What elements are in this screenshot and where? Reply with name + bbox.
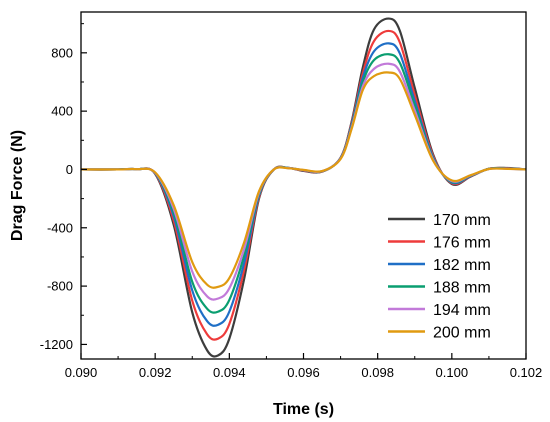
y-tick-label: -800 [47,279,73,294]
legend-label: 182 mm [433,257,491,274]
x-tick-label: 0.100 [436,365,469,380]
x-tick-label: 0.092 [139,365,172,380]
y-axis-title: Drag Force (N) [9,130,26,241]
legend-label: 188 mm [433,280,491,297]
x-tick-label: 0.094 [213,365,246,380]
x-axis-title: Time (s) [273,401,334,418]
legend-label: 194 mm [433,302,491,319]
x-tick-label: 0.090 [65,365,98,380]
y-tick-label: 400 [51,104,73,119]
x-tick-label: 0.098 [361,365,394,380]
y-tick-label: -400 [47,220,73,235]
legend-label: 176 mm [433,235,491,252]
y-tick-label: 0 [66,162,73,177]
y-tick-label: 800 [51,45,73,60]
legend: 170 mm 176 mm 182 mm 188 mm 194 mm 200 mm [388,212,491,342]
legend-label: 170 mm [433,212,491,229]
axis-ticks: 0.090 0.092 0.094 0.096 0.098 0.100 0.102 -1200… [40,23,543,380]
legend-label: 200 mm [433,325,491,342]
x-tick-label: 0.096 [287,365,320,380]
y-tick-label: -1200 [40,337,73,352]
x-tick-label: 0.102 [510,365,543,380]
series-line-6 [81,71,526,289]
series-lines [81,17,526,358]
